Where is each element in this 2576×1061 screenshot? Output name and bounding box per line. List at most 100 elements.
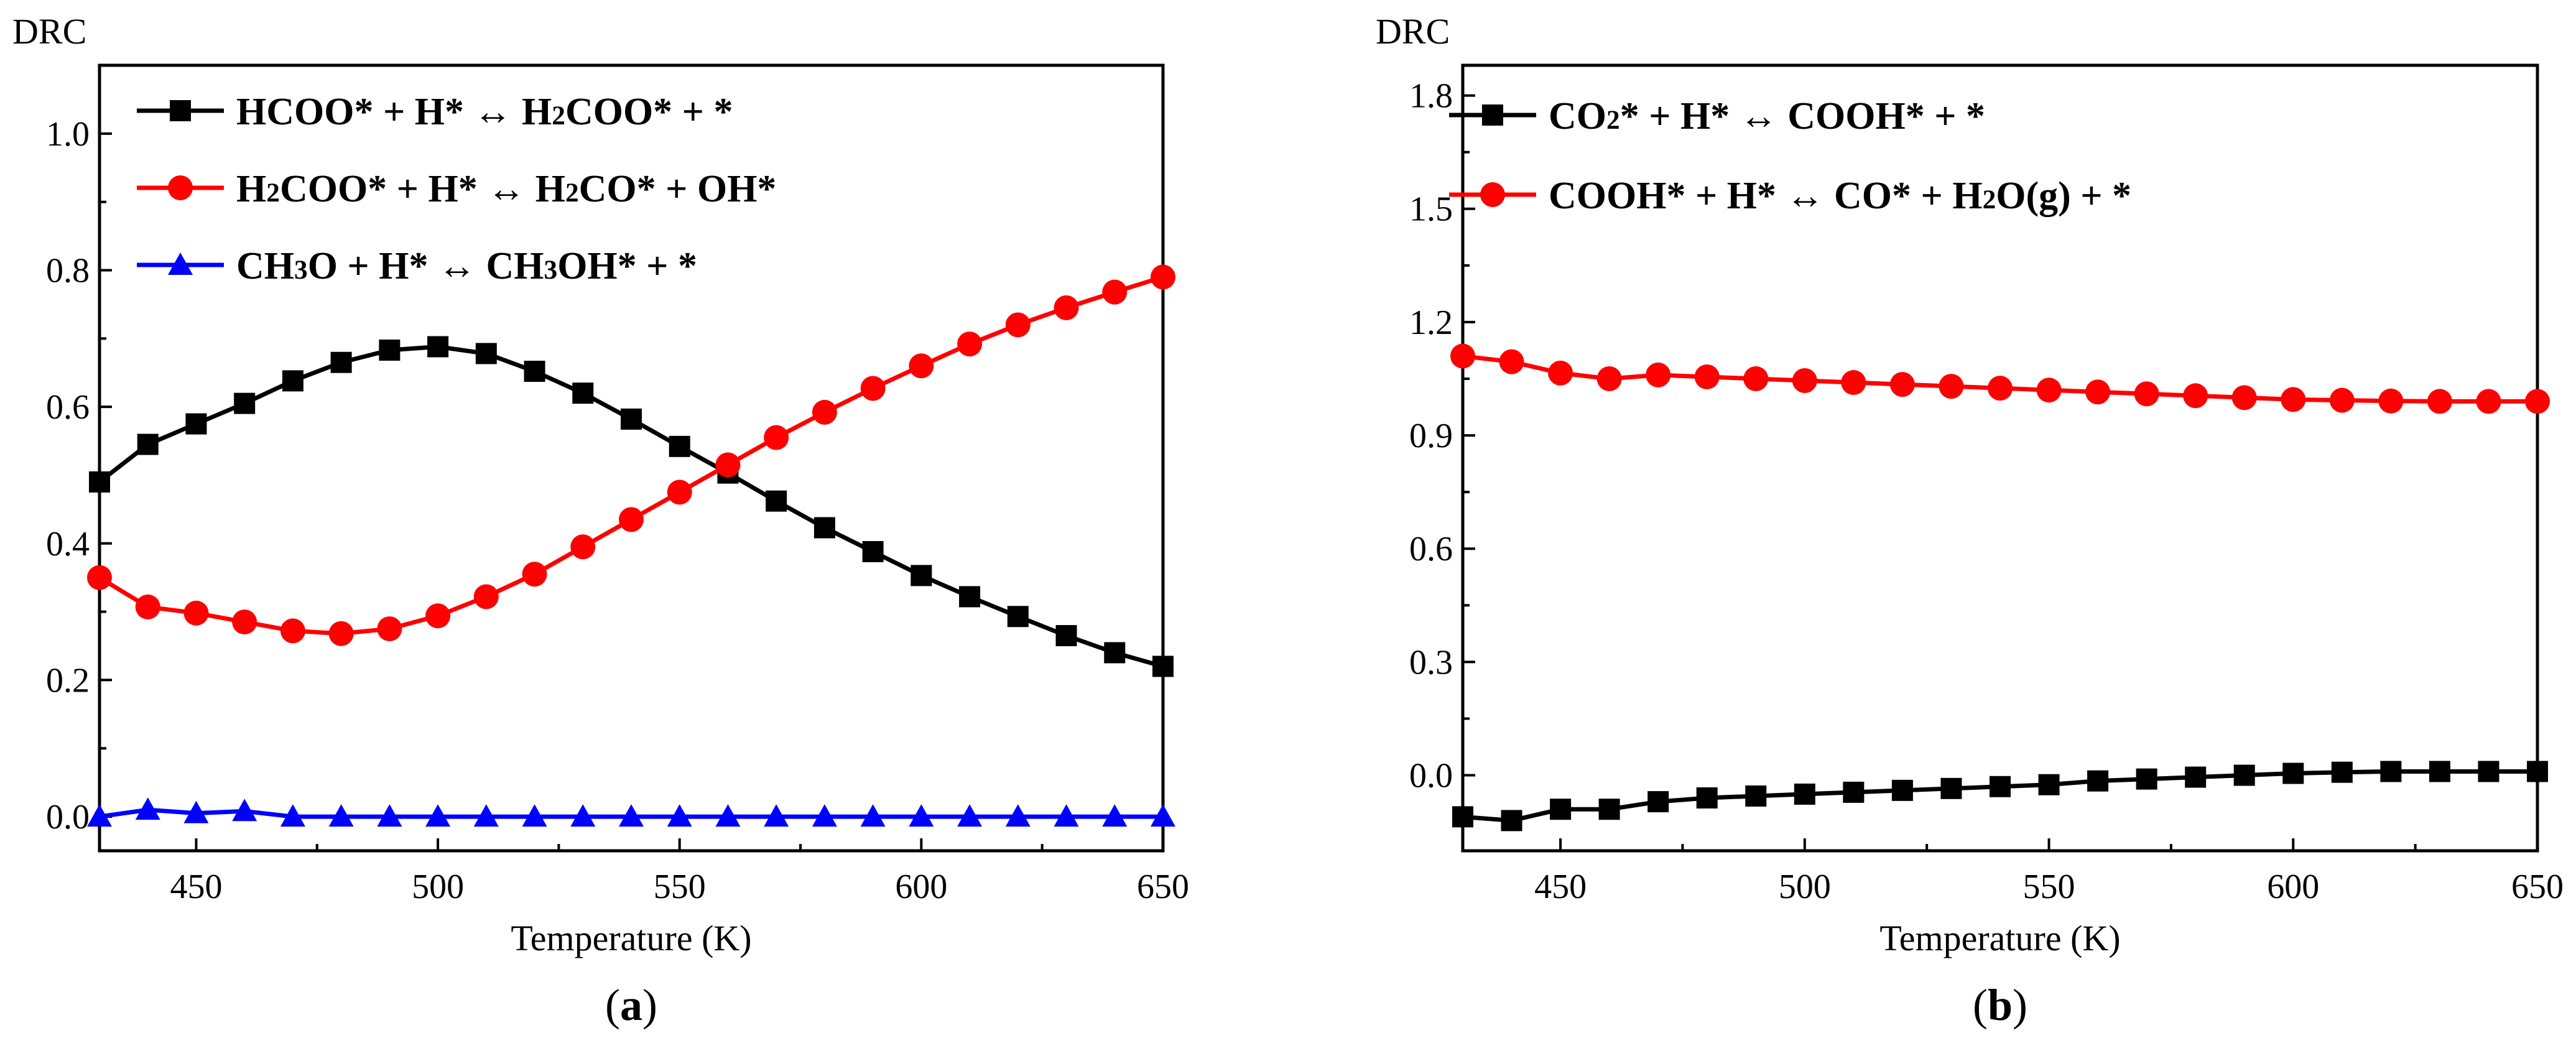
data-point-triangle bbox=[619, 804, 644, 827]
data-point-circle bbox=[87, 565, 112, 590]
data-point-circle bbox=[2085, 379, 2111, 405]
series-3 bbox=[87, 797, 1175, 827]
data-point-circle bbox=[425, 603, 451, 629]
legend-label: CO2* + H* ↔ COOH* + * bbox=[1549, 95, 1985, 137]
data-point-circle bbox=[2476, 389, 2501, 414]
data-point-circle bbox=[764, 425, 789, 450]
data-point-circle bbox=[1743, 366, 1769, 391]
y-tick-label: 0.0 bbox=[1409, 757, 1453, 795]
data-point-square bbox=[89, 471, 110, 493]
data-point-triangle bbox=[280, 804, 305, 827]
data-point-circle bbox=[473, 584, 499, 609]
x-tick-label: 600 bbox=[2267, 868, 2319, 906]
series-line bbox=[98, 275, 1164, 636]
data-point-circle bbox=[522, 562, 547, 587]
data-point-triangle bbox=[87, 804, 112, 827]
data-point-triangle bbox=[328, 804, 354, 827]
data-point-triangle bbox=[812, 804, 837, 827]
data-point-circle bbox=[328, 621, 354, 646]
data-point-square bbox=[1843, 781, 1865, 803]
data-point-triangle bbox=[1054, 804, 1079, 827]
data-point-circle bbox=[619, 507, 644, 532]
series-line bbox=[98, 344, 1164, 669]
data-point-circle bbox=[2134, 381, 2159, 407]
data-point-triangle bbox=[522, 804, 547, 827]
data-point-square bbox=[2282, 762, 2304, 784]
data-point-triangle bbox=[232, 799, 257, 822]
chart-panel-a: 0.0 0.2 0.4 0.6 0.8 1.0 450 500 550 600 650 DRC Temp… bbox=[12, 11, 1189, 1030]
data-point-triangle bbox=[377, 804, 402, 827]
data-point-square bbox=[766, 490, 787, 512]
data-point-circle bbox=[1792, 368, 1817, 394]
data-point-circle bbox=[1988, 376, 2013, 401]
data-point-triangle bbox=[570, 804, 596, 827]
data-point-triangle bbox=[1102, 804, 1128, 827]
data-point-square bbox=[185, 413, 207, 435]
data-point-square bbox=[1007, 606, 1029, 628]
legend-entry: CO2* + H* ↔ COOH* + * bbox=[1449, 95, 1985, 137]
data-point-square bbox=[1550, 799, 1572, 820]
data-point-square bbox=[379, 339, 401, 361]
data-point-triangle bbox=[909, 804, 934, 827]
data-point-circle bbox=[715, 452, 741, 478]
data-point-circle bbox=[1694, 364, 1720, 389]
data-point-circle bbox=[667, 480, 692, 505]
data-point-triangle bbox=[1005, 804, 1031, 827]
data-point-circle bbox=[1450, 343, 1475, 369]
data-point-square bbox=[2478, 761, 2500, 782]
y-tick-label: 0.6 bbox=[46, 388, 90, 427]
data-point-circle bbox=[1889, 372, 1915, 397]
data-point-square bbox=[234, 392, 256, 414]
data-point-square bbox=[1501, 810, 1522, 832]
data-point-square bbox=[2087, 770, 2109, 792]
data-point-square bbox=[1104, 642, 1126, 664]
series-2 bbox=[1450, 343, 2550, 414]
data-point-triangle bbox=[957, 804, 983, 827]
y-axis-label: DRC bbox=[12, 11, 86, 52]
data-point-circle bbox=[2183, 383, 2208, 409]
y-tick-label: 0.9 bbox=[1409, 417, 1453, 455]
y-tick-label: 0.2 bbox=[46, 661, 90, 700]
data-point-square bbox=[330, 351, 352, 373]
x-axis-label: Temperature (K) bbox=[511, 918, 751, 958]
data-point-circle bbox=[2281, 387, 2306, 412]
y-tick-label: 1.5 bbox=[1409, 190, 1453, 229]
data-point-square bbox=[910, 565, 932, 586]
data-point-square bbox=[2136, 768, 2157, 790]
data-point-square bbox=[959, 586, 981, 608]
legend-marker-square bbox=[170, 100, 191, 121]
data-point-circle bbox=[2378, 388, 2404, 414]
data-point-square bbox=[2527, 761, 2548, 782]
data-point-square bbox=[1696, 787, 1718, 808]
data-point-circle bbox=[1054, 295, 1079, 320]
y-tick-label: 0.0 bbox=[46, 798, 90, 836]
data-point-circle bbox=[135, 594, 160, 619]
panel-label: (a) bbox=[605, 980, 657, 1030]
data-point-circle bbox=[1102, 279, 1128, 305]
data-point-circle bbox=[2329, 387, 2355, 413]
x-tick-label: 450 bbox=[170, 868, 222, 906]
data-point-circle bbox=[377, 616, 402, 642]
data-point-circle bbox=[1646, 362, 1671, 387]
series-1 bbox=[1452, 761, 2548, 832]
x-tick-label: 550 bbox=[2023, 868, 2075, 906]
data-point-square bbox=[1891, 779, 1913, 801]
data-point-triangle bbox=[473, 804, 499, 827]
data-point-circle bbox=[2036, 378, 2062, 403]
x-tick-label: 650 bbox=[2511, 868, 2564, 906]
x-tick-label: 550 bbox=[654, 868, 706, 906]
data-point-square bbox=[621, 408, 642, 430]
legend-marker-square bbox=[1482, 104, 1503, 126]
data-point-square bbox=[1452, 806, 1473, 828]
y-tick-label: 0.3 bbox=[1409, 643, 1453, 682]
y-tick-label: 0.4 bbox=[46, 525, 90, 563]
data-point-square bbox=[1055, 625, 1077, 647]
data-point-circle bbox=[957, 331, 983, 357]
data-point-square bbox=[1152, 656, 1174, 677]
data-point-square bbox=[2331, 761, 2353, 783]
data-point-square bbox=[669, 435, 690, 457]
y-axis-label: DRC bbox=[1376, 11, 1450, 52]
data-point-square bbox=[524, 361, 545, 382]
legend-entry: HCOO* + H* ↔ H2COO* + * bbox=[137, 91, 733, 133]
